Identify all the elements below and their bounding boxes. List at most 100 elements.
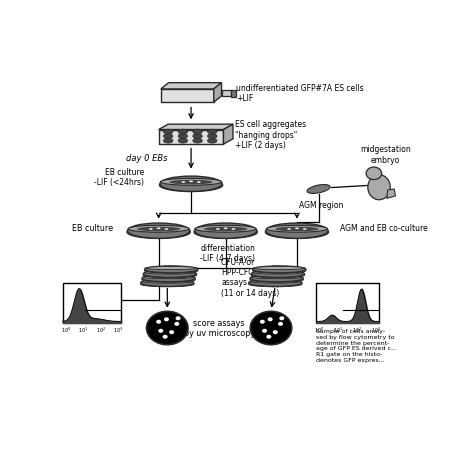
Polygon shape [387,189,395,198]
Text: score assays
by uv microscopy: score assays by uv microscopy [183,319,255,338]
Polygon shape [161,89,214,102]
Ellipse shape [208,134,217,138]
Ellipse shape [248,279,302,286]
Ellipse shape [204,227,247,231]
Ellipse shape [143,270,197,277]
Circle shape [366,167,382,180]
Ellipse shape [189,181,193,182]
Ellipse shape [251,270,305,277]
Ellipse shape [140,282,194,287]
Ellipse shape [140,279,194,286]
Circle shape [268,317,273,321]
Ellipse shape [157,228,161,229]
Polygon shape [159,129,223,144]
Polygon shape [221,90,231,96]
Text: $10^2$: $10^2$ [96,326,106,335]
Text: EB culture
-LIF (<24hrs): EB culture -LIF (<24hrs) [94,168,145,187]
Circle shape [262,329,267,333]
Ellipse shape [128,225,189,232]
Ellipse shape [144,271,196,274]
Circle shape [266,335,271,339]
Circle shape [175,316,181,320]
Ellipse shape [248,282,302,287]
Ellipse shape [224,228,228,229]
Ellipse shape [160,176,222,191]
Ellipse shape [146,266,197,270]
Text: AGM and EB co-culture: AGM and EB co-culture [340,225,428,233]
Ellipse shape [251,275,302,279]
Ellipse shape [161,178,221,185]
Text: $10^0$: $10^0$ [314,326,325,335]
Ellipse shape [265,226,328,238]
Ellipse shape [250,277,303,283]
Text: Sample of cells analy-
sed by flow cytometry to
determine the percent-
age of GF: Sample of cells analy- sed by flow cytom… [317,329,397,363]
Ellipse shape [208,129,217,134]
Circle shape [174,322,179,326]
Ellipse shape [287,228,291,230]
Ellipse shape [295,228,299,229]
Ellipse shape [149,228,153,230]
Bar [317,283,379,323]
Ellipse shape [164,138,173,143]
Ellipse shape [164,129,173,134]
Polygon shape [161,82,221,89]
Ellipse shape [164,228,168,230]
Ellipse shape [169,180,213,184]
Circle shape [158,329,164,333]
Circle shape [278,322,283,326]
Ellipse shape [275,227,319,231]
Ellipse shape [142,277,195,283]
Ellipse shape [143,275,194,279]
Circle shape [156,320,161,324]
Ellipse shape [253,268,306,273]
Ellipse shape [250,280,301,283]
Ellipse shape [194,226,257,238]
Text: $10^1$: $10^1$ [78,326,88,335]
Circle shape [146,311,188,345]
Circle shape [273,330,278,334]
Text: midgestation
embryo: midgestation embryo [360,145,411,164]
Ellipse shape [137,227,181,231]
Ellipse shape [253,266,306,273]
Ellipse shape [197,181,201,183]
Text: undifferentiated GFP#7A ES cells
+LIF: undifferentiated GFP#7A ES cells +LIF [237,84,364,103]
Text: day 0 EBs: day 0 EBs [126,154,167,163]
Ellipse shape [128,223,190,238]
Circle shape [169,330,174,334]
Ellipse shape [252,271,304,274]
Bar [63,283,121,323]
Text: $10^3$: $10^3$ [113,326,123,335]
Ellipse shape [145,268,198,273]
Text: CFU-A or
HPP-CFC
assays
(11 or 14 days): CFU-A or HPP-CFC assays (11 or 14 days) [221,257,280,298]
Ellipse shape [195,225,256,232]
Circle shape [260,320,265,324]
Ellipse shape [142,280,193,283]
Ellipse shape [178,134,188,138]
Ellipse shape [182,181,185,183]
Ellipse shape [266,225,328,232]
Ellipse shape [193,134,202,138]
Text: $10^0$: $10^0$ [61,326,71,335]
Ellipse shape [194,223,257,238]
Ellipse shape [303,228,307,230]
Ellipse shape [143,273,197,278]
Polygon shape [231,90,236,97]
Ellipse shape [193,129,202,134]
Ellipse shape [127,226,191,238]
Text: EB culture: EB culture [72,225,113,233]
Ellipse shape [254,266,305,270]
Text: ES cell aggregates
"hanging drops"
+LIF (2 days): ES cell aggregates "hanging drops" +LIF … [235,120,306,150]
Ellipse shape [231,228,236,230]
Ellipse shape [250,275,303,282]
Ellipse shape [164,134,173,138]
Ellipse shape [266,223,328,238]
Text: $10^1$: $10^1$ [333,326,343,335]
Ellipse shape [145,266,198,273]
Polygon shape [214,82,221,102]
Circle shape [163,335,168,339]
Ellipse shape [178,138,188,143]
Text: AGM region: AGM region [299,201,343,210]
Ellipse shape [208,138,217,143]
Ellipse shape [251,273,305,278]
Text: $10^2$: $10^2$ [352,326,362,335]
